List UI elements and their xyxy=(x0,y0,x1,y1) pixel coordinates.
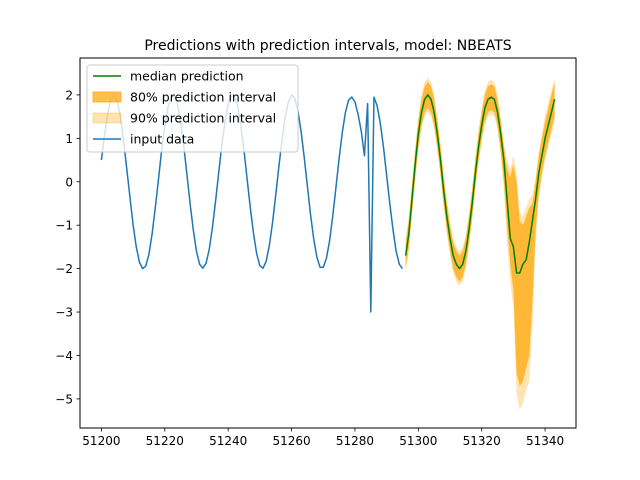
plot-area xyxy=(100,77,556,410)
y-tick-label: −4 xyxy=(55,349,73,363)
x-tick-label: 51240 xyxy=(209,434,247,448)
legend-label: median prediction xyxy=(130,69,244,84)
axes-frame xyxy=(79,57,577,429)
legend-label: 90% prediction interval xyxy=(130,111,276,126)
x-tick-label: 51260 xyxy=(272,434,310,448)
y-tick-label: −5 xyxy=(55,392,73,406)
x-tick-label: 51220 xyxy=(146,434,184,448)
y-tick-label: 2 xyxy=(65,88,73,102)
y-tick-label: 0 xyxy=(65,175,73,189)
x-tick-label: 51320 xyxy=(463,434,501,448)
chart-title: Predictions with prediction intervals, m… xyxy=(144,38,511,54)
y-tick-label: −3 xyxy=(55,306,73,320)
legend: median prediction 80% prediction interval… xyxy=(86,64,299,153)
lines-layer xyxy=(100,94,556,313)
legend-label: input data xyxy=(130,132,194,147)
y-tick-label: 1 xyxy=(65,132,73,146)
legend-box xyxy=(86,64,299,153)
x-tick-label: 51340 xyxy=(526,434,564,448)
intervals-layer xyxy=(405,77,555,410)
y-tick-label: −1 xyxy=(55,219,73,233)
x-tick-label: 51200 xyxy=(82,434,120,448)
interval-band-80 xyxy=(405,81,555,386)
input-data-line xyxy=(100,94,404,313)
x-tick-label: 51280 xyxy=(336,434,374,448)
y-tick-label: −2 xyxy=(55,262,73,276)
x-axis: 51200 51220 51240 51260 51280 51300 51320 51340 xyxy=(82,428,564,448)
x-tick-label: 51300 xyxy=(399,434,437,448)
y-axis: 2 1 0 −1 −2 −3 −4 −5 xyxy=(55,88,80,406)
median-prediction-line xyxy=(404,94,556,274)
legend-label: 80% prediction interval xyxy=(130,90,276,105)
legend-swatch xyxy=(92,112,122,124)
legend-swatch xyxy=(92,91,122,103)
